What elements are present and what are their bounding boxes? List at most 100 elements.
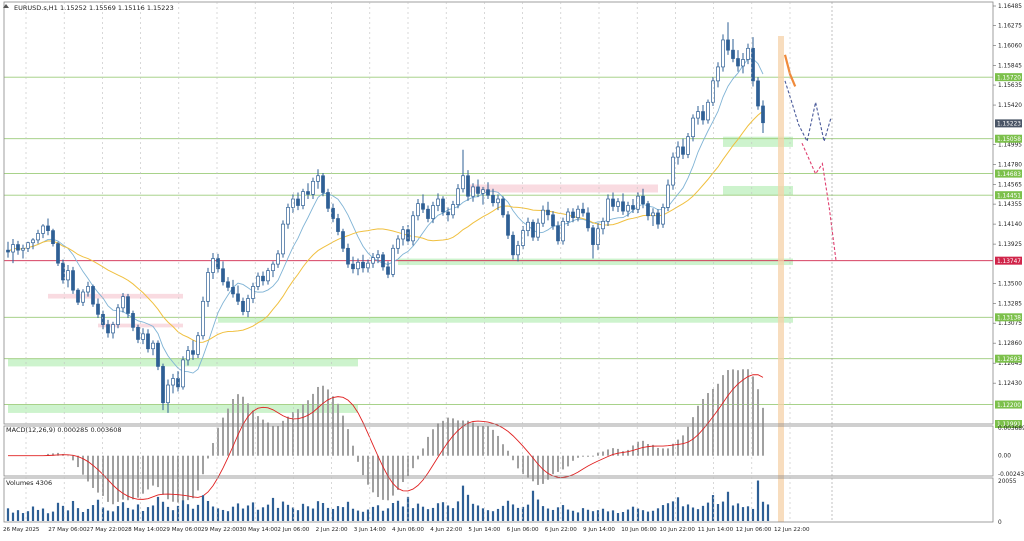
price-badge-label: 1.12693 — [997, 357, 1021, 363]
volume-panel-frame — [3, 477, 994, 523]
candle-body — [651, 212, 655, 217]
x-tick-label: 9 Jun 14:00 — [583, 527, 615, 533]
x-tick-label: 2 Jun 06:00 — [277, 527, 309, 533]
price-badge — [995, 119, 1022, 128]
volumes-label: Volumes 4306 — [6, 479, 52, 487]
candle-body — [671, 156, 675, 186]
triangle-icon[interactable] — [3, 4, 9, 8]
x-tick-label: 27 May 06:00 — [48, 527, 87, 533]
candle-body — [346, 247, 350, 265]
candle-body — [166, 384, 170, 404]
support-zone — [723, 136, 793, 147]
candle-body — [731, 49, 735, 59]
candle-body — [51, 230, 55, 244]
candle-body — [156, 342, 160, 367]
x-tick-label: 11 Jun 14:00 — [698, 527, 734, 533]
candle-body — [546, 209, 550, 216]
candle-body — [401, 229, 405, 240]
price-badge — [995, 256, 1022, 265]
price-badge — [995, 134, 1022, 143]
resistance-zone — [468, 184, 658, 193]
candle-body — [496, 198, 500, 204]
candle-body — [596, 228, 600, 245]
candle-body — [336, 218, 340, 232]
candle-body — [71, 270, 75, 291]
candle-body — [96, 303, 100, 315]
price-badge-label: 1.14451 — [997, 193, 1021, 199]
candle-body — [736, 58, 740, 67]
candle-body — [511, 234, 515, 256]
price-panel-frame — [3, 1, 994, 425]
candle-body — [526, 221, 530, 231]
price-badge-label: 1.15223 — [997, 122, 1021, 128]
candle-body — [441, 198, 445, 213]
candle-body — [246, 298, 250, 312]
candle-body — [476, 186, 480, 194]
x-tick-label: 12 Jun 22:00 — [774, 527, 810, 533]
resistance-zone — [98, 323, 183, 328]
x-tick-label: 28 May 14:00 — [125, 527, 164, 533]
candle-body — [421, 203, 425, 210]
price-tick-label: 1.13500 — [998, 282, 1022, 288]
candle-body — [271, 263, 275, 271]
price-badge — [995, 420, 1022, 428]
candle-body — [221, 268, 225, 283]
price-badge-label: 1.12200 — [997, 403, 1021, 409]
candle-body — [621, 201, 625, 212]
highlight-bar — [778, 36, 784, 522]
price-tick-label: 1.13075 — [998, 321, 1022, 327]
volume-panel[interactable] — [6, 480, 770, 521]
candle-body — [296, 198, 300, 206]
price-badge — [995, 313, 1022, 322]
candle-body — [136, 327, 140, 340]
candle-body — [681, 146, 685, 155]
candle-body — [711, 80, 715, 103]
x-tick-label: 26 May 2025 — [3, 527, 40, 533]
support-zone — [218, 317, 793, 323]
candle-body — [131, 313, 135, 328]
candle-body — [571, 211, 575, 218]
candle-body — [316, 175, 320, 182]
candle-body — [491, 194, 495, 204]
candle-body — [676, 146, 680, 158]
x-tick-label: 3 Jun 14:00 — [354, 527, 386, 533]
candle-body — [321, 175, 325, 193]
x-tick-label: 10 Jun 22:00 — [659, 527, 695, 533]
candle-body — [376, 254, 380, 258]
candle-body — [256, 275, 260, 287]
macd-tick-label: 0.003689 — [998, 426, 1024, 432]
candle-body — [351, 263, 355, 270]
price-tick-label: 1.16275 — [998, 24, 1022, 30]
candle-body — [6, 249, 10, 253]
candle-body — [551, 214, 555, 227]
candle-body — [701, 111, 705, 121]
price-tick-label: 1.13285 — [998, 302, 1022, 308]
candle-body — [311, 180, 315, 195]
candle-body — [216, 258, 220, 270]
candle-body — [201, 300, 205, 337]
price-panel[interactable] — [4, 22, 993, 522]
candle-body — [741, 59, 745, 67]
candle-body — [261, 275, 265, 282]
price-badge-label: 1.13138 — [997, 316, 1021, 322]
candle-body — [641, 195, 645, 205]
ohlc-readout: 1.15252 1.15569 1.15116 1.15223 — [60, 4, 174, 12]
candle-body — [591, 227, 595, 245]
price-badge — [995, 73, 1022, 82]
candle-body — [251, 286, 255, 299]
candle-body — [516, 245, 520, 256]
macd-signal-line — [8, 374, 764, 500]
candle-body — [716, 66, 720, 82]
price-tick-label: 1.15845 — [998, 64, 1022, 70]
candle-body — [536, 222, 540, 238]
candle-body — [81, 291, 85, 303]
candle-body — [146, 333, 150, 350]
candle-body — [706, 101, 710, 121]
price-badge — [995, 191, 1022, 200]
candle-body — [486, 189, 490, 196]
candle-body — [26, 242, 30, 249]
price-tick-label: 1.16060 — [998, 44, 1022, 50]
x-tick-label: 4 Jun 06:00 — [392, 527, 424, 533]
